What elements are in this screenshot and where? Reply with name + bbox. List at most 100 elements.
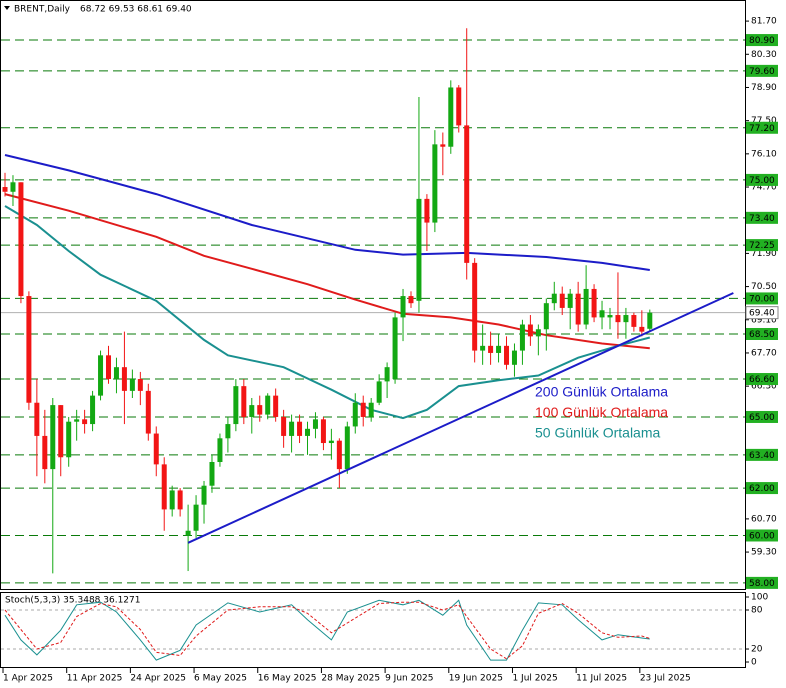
candle-body xyxy=(249,405,255,417)
y-tick-label: 78.90 xyxy=(751,83,777,93)
x-tick-label: 11 Apr 2025 xyxy=(67,674,123,684)
stoch-frame xyxy=(0,592,746,668)
moving-average xyxy=(4,154,650,271)
level-label-box xyxy=(746,576,778,589)
menu-triangle xyxy=(4,6,10,10)
candle-body xyxy=(639,326,645,332)
candle-body xyxy=(631,315,637,327)
level-label-box xyxy=(746,410,778,423)
level-label-box xyxy=(746,529,778,542)
level-label: 63.40 xyxy=(749,451,775,461)
x-tick-label: 11 Jul 2025 xyxy=(576,674,627,684)
x-tick-label: 9 Jun 2025 xyxy=(385,674,433,684)
candle-body xyxy=(599,310,605,318)
candle-body xyxy=(145,390,151,434)
level-label-box xyxy=(746,121,778,134)
y-tick-label: 70.50 xyxy=(751,282,777,292)
candle-body xyxy=(647,312,653,329)
y-tick-label: 80 xyxy=(751,606,763,616)
candle-body xyxy=(432,144,438,223)
candle-body xyxy=(74,419,80,422)
x-tick-label: 19 Jun 2025 xyxy=(449,674,503,684)
candle-body xyxy=(153,433,159,465)
candle-body xyxy=(591,288,597,318)
candle-body xyxy=(543,303,549,330)
candle-body xyxy=(58,405,64,458)
candle-body xyxy=(233,386,239,425)
moving-average xyxy=(4,205,651,420)
level-label: 70.00 xyxy=(749,294,775,304)
candle-body xyxy=(265,395,271,415)
candle-body xyxy=(352,402,358,427)
current-price-box xyxy=(745,306,779,320)
level-label-box xyxy=(746,327,778,340)
candle-body xyxy=(384,367,390,382)
candle-body xyxy=(257,405,263,415)
y-tick-label: 60.70 xyxy=(751,514,777,524)
candle-body xyxy=(90,395,96,425)
x-tick-label: 24 Apr 2025 xyxy=(130,674,186,684)
candle-body xyxy=(129,379,135,391)
candle-body xyxy=(98,355,104,396)
candle-body xyxy=(448,87,454,147)
candle-body xyxy=(201,485,207,505)
stoch-line xyxy=(4,599,650,661)
candle-body xyxy=(217,438,223,462)
candle-body xyxy=(161,464,167,510)
candle-body xyxy=(281,416,287,436)
candle-body xyxy=(50,405,56,470)
candle-body xyxy=(527,324,533,337)
candle-body xyxy=(66,421,72,458)
x-tick-label: 1 Apr 2025 xyxy=(3,674,53,684)
current-price-label: 69.40 xyxy=(749,309,775,319)
level-label: 80.90 xyxy=(749,36,775,46)
ohlc-text: 68.72 69.53 68.61 69.40 xyxy=(80,5,192,15)
candle-body xyxy=(209,461,215,486)
level-label-box xyxy=(746,373,778,386)
level-label: 73.40 xyxy=(749,214,775,224)
level-label-box xyxy=(746,239,778,252)
candle-body xyxy=(551,293,557,304)
level-label: 75.00 xyxy=(749,176,775,186)
stoch-title: Stoch(5,3,3) 35.3488 36.1271 xyxy=(5,596,140,606)
y-tick-label: 69.10 xyxy=(751,315,777,325)
candle-body xyxy=(400,296,406,318)
candle-body xyxy=(504,345,510,365)
y-tick-label: 59.30 xyxy=(751,548,777,558)
candle-body xyxy=(376,381,382,403)
candle-body xyxy=(615,315,621,323)
candle-body xyxy=(511,350,517,365)
main-frame xyxy=(0,0,746,590)
candle-body xyxy=(480,345,486,351)
candle-body xyxy=(169,490,175,510)
candle-body xyxy=(519,324,525,351)
y-tick-label: 77.50 xyxy=(751,116,777,126)
candle-body xyxy=(121,367,127,391)
candle-body xyxy=(34,402,40,436)
candle-body xyxy=(185,530,191,536)
level-label-box xyxy=(746,211,778,224)
candle-body xyxy=(440,144,446,147)
candle-body xyxy=(193,504,199,531)
y-tick-label: 66.30 xyxy=(751,382,777,392)
candle-body xyxy=(320,419,326,444)
level-label-box xyxy=(746,34,778,47)
chart-title: BRENT,Daily xyxy=(14,5,71,15)
level-label: 66.60 xyxy=(749,375,775,385)
candle-body xyxy=(488,345,494,353)
level-label-box xyxy=(746,64,778,77)
x-tick-label: 1 Jul 2025 xyxy=(512,674,557,684)
candle-body xyxy=(607,315,613,318)
candle-body xyxy=(82,419,88,425)
candle-body xyxy=(575,293,581,325)
candle-body xyxy=(113,367,119,380)
candle-body xyxy=(368,402,374,417)
candle-body xyxy=(360,402,366,417)
level-label-box xyxy=(746,173,778,186)
level-label: 79.60 xyxy=(749,67,775,77)
candle-body xyxy=(273,395,279,417)
y-tick-label: 81.70 xyxy=(751,17,777,27)
candle-body xyxy=(456,87,462,126)
level-label-box xyxy=(746,482,778,495)
y-tick-label: 71.90 xyxy=(751,249,777,259)
